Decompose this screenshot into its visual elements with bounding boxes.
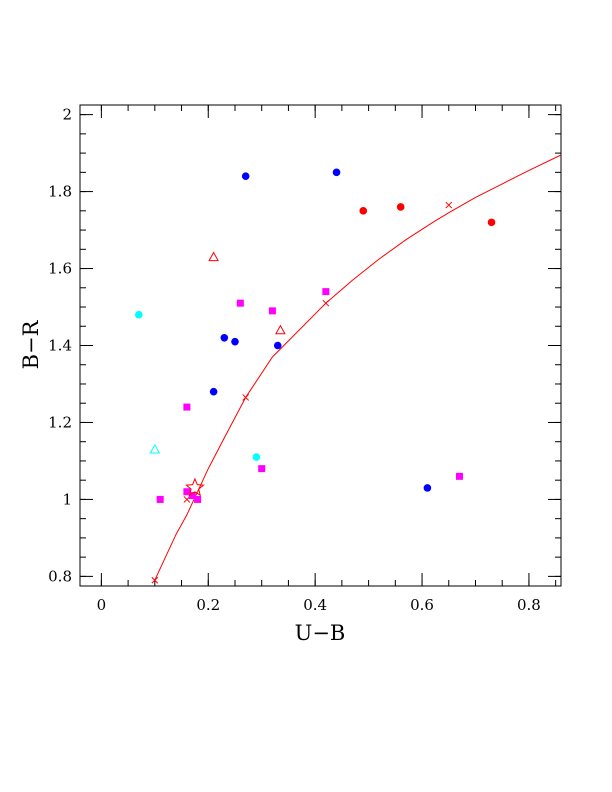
x-tick-label: 0.6 [410,596,434,614]
y-axis-label: B−R [19,319,43,369]
model-curve-cross-marker [151,576,159,584]
data-point-circle [487,218,496,227]
y-tick-label: 1.4 [48,337,72,355]
data-point-circle [231,337,239,346]
model-curve-cross-marker [242,394,250,401]
data-point-circle [252,453,261,461]
data-point-triangle [275,324,286,335]
data-point-circle [396,203,405,211]
y-tick-label: 0.8 [48,567,72,585]
x-tick-label: 0 [97,596,107,614]
data-points-layer [134,168,496,503]
x-tick-label: 0.2 [196,596,220,614]
data-point-triangle [208,251,219,262]
y-tick-label: 1 [62,490,72,508]
data-point-circle [359,207,368,215]
data-point-circle [423,484,432,492]
data-point-square [188,492,196,500]
axis-ticks [80,105,561,586]
x-tick-label: 0.8 [517,596,541,614]
model-curve-line [154,154,562,581]
model-curve-layer [151,154,562,584]
data-point-star [185,477,205,497]
data-point-square [268,307,276,315]
plot-frame [79,104,562,587]
x-axis-label: U−B [295,621,346,645]
data-point-square [322,288,330,296]
x-tick-label: 0.4 [303,596,327,614]
y-tick-label: 2 [62,106,72,124]
data-point-square [183,488,191,496]
y-tick-label: 1.2 [48,413,72,431]
data-point-circle [332,168,341,177]
data-point-square [236,299,244,307]
data-point-circle [220,334,229,342]
model-curve-cross-marker [445,201,453,209]
tick-labels: 0 0.2 0.4 0.6 0.8 0.8 1 1.2 1.4 1.6 1.8 2 [48,106,541,614]
data-point-square [455,472,463,480]
model-curve-cross-marker [322,299,330,307]
data-point-circle [241,172,250,180]
y-tick-label: 1.8 [48,183,72,201]
data-point-square [183,403,191,411]
data-point-square [156,495,164,503]
y-tick-label: 1.6 [48,260,72,278]
data-point-square [194,495,202,503]
data-point-circle [134,310,143,319]
data-point-circle [273,341,282,350]
data-point-triangle [149,443,161,454]
data-point-circle [209,387,218,396]
data-point-square [258,465,266,473]
